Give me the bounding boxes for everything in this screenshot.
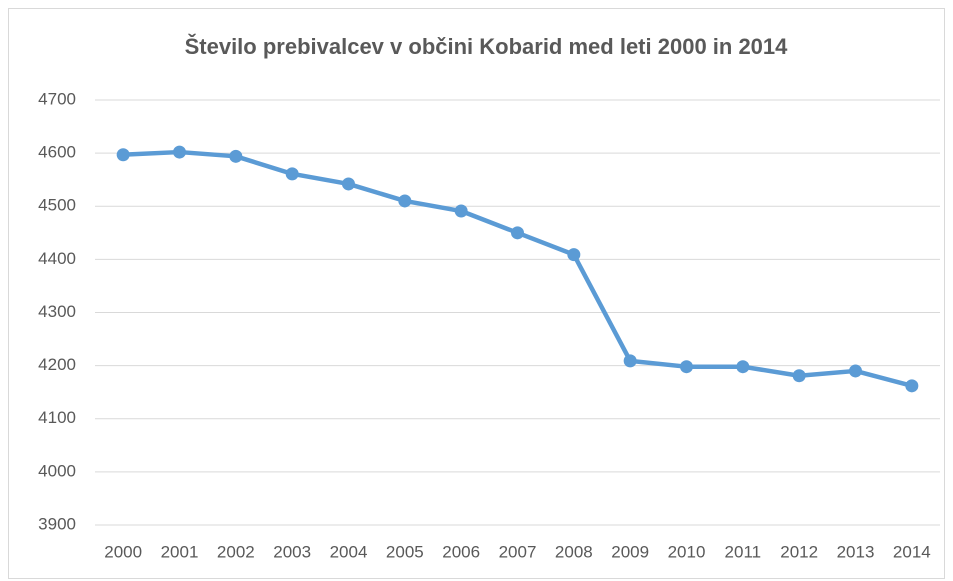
x-tick-label: 2012 <box>780 542 818 561</box>
data-point <box>398 194 412 208</box>
y-tick-label: 4600 <box>38 143 76 162</box>
x-tick-label: 2001 <box>161 542 199 561</box>
x-tick-label: 2008 <box>555 542 593 561</box>
x-tick-label: 2010 <box>668 542 706 561</box>
y-tick-label: 4500 <box>38 196 76 215</box>
data-point <box>229 149 243 163</box>
data-point <box>905 379 919 393</box>
data-point <box>736 360 750 374</box>
data-point <box>623 354 637 368</box>
data-point <box>849 364 862 378</box>
y-tick-label: 4700 <box>38 89 76 108</box>
x-tick-label: 2009 <box>611 542 649 561</box>
x-tick-label: 2014 <box>893 542 931 561</box>
y-tick-label: 3900 <box>38 514 76 533</box>
data-point <box>173 145 186 159</box>
x-tick-label: 2000 <box>104 542 142 561</box>
y-tick-label: 4000 <box>38 461 76 480</box>
data-point <box>567 248 581 262</box>
x-tick-label: 2004 <box>330 542 368 561</box>
data-point <box>454 204 468 218</box>
y-tick-label: 4400 <box>38 249 76 268</box>
y-tick-label: 4100 <box>38 408 76 427</box>
y-tick-label: 4300 <box>38 302 76 321</box>
x-tick-label: 2011 <box>725 542 762 561</box>
chart-title: Število prebivalcev v občini Kobarid med… <box>185 34 789 59</box>
data-point <box>116 148 130 162</box>
x-tick-label: 2006 <box>442 542 480 561</box>
data-point <box>680 360 693 374</box>
x-tick-label: 2002 <box>217 542 255 561</box>
x-tick-label: 2007 <box>499 542 537 561</box>
x-tick-label: 2013 <box>837 542 875 561</box>
y-tick-label: 4200 <box>38 355 76 374</box>
x-tick-label: 2003 <box>273 542 311 561</box>
x-tick-label: 2005 <box>386 542 424 561</box>
data-point <box>342 177 355 191</box>
data-point <box>285 167 299 181</box>
data-point <box>792 369 806 383</box>
chart-border <box>8 8 945 579</box>
data-point <box>511 226 524 240</box>
